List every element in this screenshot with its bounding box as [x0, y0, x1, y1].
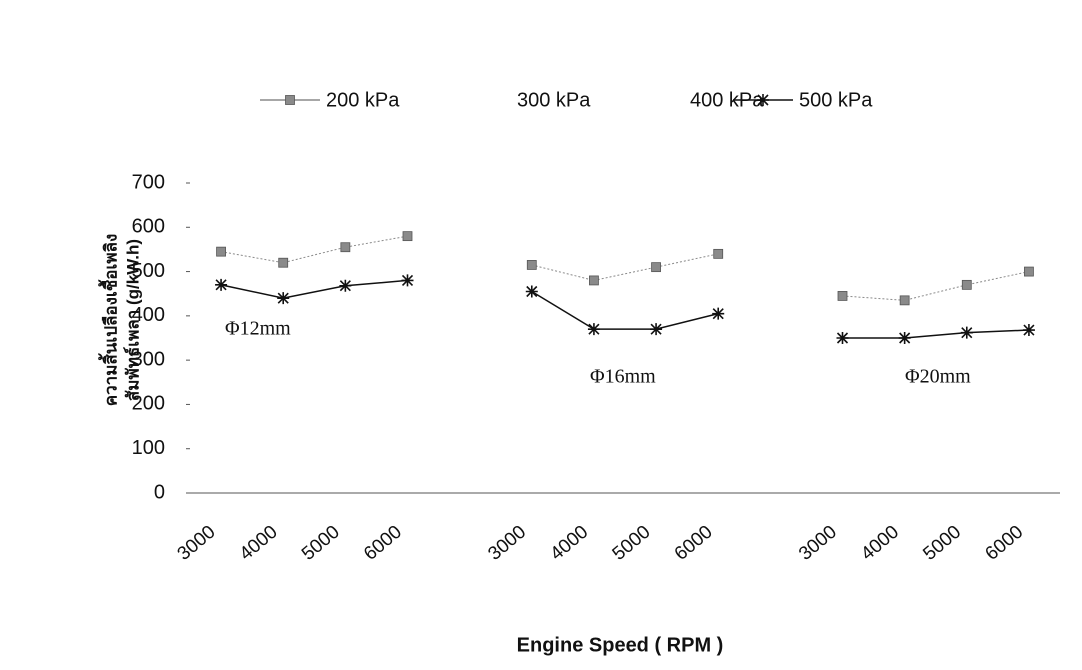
- data-point: [403, 232, 412, 241]
- data-point: [714, 249, 723, 258]
- y-tick-label: 700: [132, 171, 165, 193]
- data-point: [589, 276, 598, 285]
- data-point: [526, 286, 538, 298]
- data-point: [900, 296, 909, 305]
- data-point: [757, 94, 769, 106]
- x-tick-label: 5000: [919, 522, 965, 565]
- data-point: [286, 96, 295, 105]
- data-point: [402, 274, 414, 286]
- x-tick-label: 6000: [981, 522, 1027, 565]
- data-point: [838, 291, 847, 300]
- data-point: [962, 280, 971, 289]
- x-tick-label: 3000: [484, 522, 530, 565]
- x-tick-label: 3000: [795, 522, 841, 565]
- x-tick-label: 3000: [174, 522, 220, 565]
- legend-item: 200 kPa: [260, 89, 400, 111]
- x-tick-label: 4000: [857, 522, 903, 565]
- x-tick-label: 5000: [298, 522, 344, 565]
- annotation: Φ16mm: [590, 366, 656, 388]
- x-tick-label: 5000: [609, 522, 655, 565]
- x-tick-label: 4000: [546, 522, 592, 565]
- y-axis-title: สัมพัทธ์เพลา (g/kW.h): [122, 239, 142, 401]
- data-point: [217, 247, 226, 256]
- y-axis-title: ความสิ้นเปลืองเชื้อเพลิง: [97, 234, 120, 407]
- y-tick-label: 600: [132, 216, 165, 238]
- data-point: [1024, 267, 1033, 276]
- legend-item: 300 kPa: [517, 89, 591, 111]
- legend-label: 300 kPa: [517, 89, 591, 111]
- data-point: [588, 323, 600, 335]
- data-point: [279, 258, 288, 267]
- data-point: [837, 332, 849, 344]
- x-tick-label: 4000: [236, 522, 282, 565]
- data-point: [899, 332, 911, 344]
- data-point: [339, 280, 351, 292]
- data-point: [1023, 324, 1035, 336]
- data-point: [712, 308, 724, 320]
- x-tick-label: 6000: [360, 522, 406, 565]
- data-point: [527, 260, 536, 269]
- data-point: [341, 243, 350, 252]
- legend-label: 200 kPa: [326, 89, 400, 111]
- data-point: [215, 279, 227, 291]
- legend-label: 500 kPa: [799, 89, 873, 111]
- data-point: [961, 327, 973, 339]
- annotation: Φ20mm: [905, 366, 971, 388]
- x-axis-title: Engine Speed ( RPM ): [517, 634, 724, 656]
- x-tick-label: 6000: [671, 522, 717, 565]
- data-point: [277, 292, 289, 304]
- annotation: Φ12mm: [225, 318, 291, 340]
- y-tick-label: 0: [154, 481, 165, 503]
- y-tick-label: 100: [132, 437, 165, 459]
- data-point: [652, 263, 661, 272]
- data-point: [650, 323, 662, 335]
- chart: Engine Speed ( RPM ) 0100200300400500600…: [0, 0, 1082, 670]
